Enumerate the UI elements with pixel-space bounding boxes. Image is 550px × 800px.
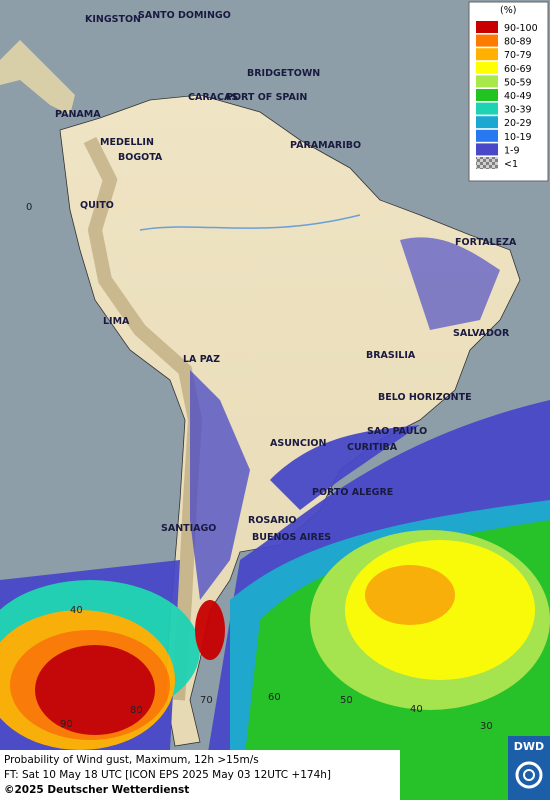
city-label: PORT OF SPAIN [226,92,307,103]
legend: (%) 90-100 80-89 70-79 60-69 50-59 40-49 30-39… [468,1,549,182]
legend-label: <1 [504,159,518,170]
probability-field [0,237,550,800]
city-label: SANTO DOMINGO [138,10,231,21]
legend-label: 60-69 [504,64,532,75]
city-label: SAO PAULO [367,426,427,437]
legend-label: 90-100 [504,23,538,34]
grid-label: 80 [130,705,143,716]
city-label: BRIDGETOWN [247,68,320,79]
logo: DWD [508,736,550,800]
legend-label: 20-29 [504,118,532,129]
legend-swatch [476,48,498,61]
legend-label: 40-49 [504,91,532,102]
city-label: CARACAS [188,92,238,103]
legend-label: 10-19 [504,132,532,143]
city-label: BOGOTA [118,152,163,163]
city-label: BELO HORIZONTE [378,392,472,403]
city-label: KINGSTON [85,14,141,25]
legend-label: 80-89 [504,37,532,48]
city-label: ROSARIO [248,515,297,526]
city-label: SANTIAGO [161,523,216,534]
grid-label: 60 [268,692,281,703]
city-label: QUITO [80,200,114,211]
legend-swatch [476,116,498,129]
logo-text: DWD [514,740,544,753]
city-label: LA PAZ [183,354,220,365]
city-label: SALVADOR [453,328,510,339]
legend-swatch [476,21,498,33]
city-label: PORTO ALEGRE [312,487,393,498]
city-label: FORTALEZA [455,237,517,248]
legend-swatch [476,61,498,74]
legend-swatch [476,129,498,142]
grid-label: 40 [410,704,423,715]
grid-label: 40 [70,605,83,616]
legend-label: 70-79 [504,50,532,61]
legend-swatch [476,34,498,47]
legend-swatch [476,157,498,169]
grid-label: 90 [60,719,73,730]
grid-label: 30 [480,721,493,732]
legend-label: 50-59 [504,77,532,88]
grid-label: 50 [340,695,353,706]
legend-title: (%) [500,5,516,16]
footer-line: FT: Sat 10 May 18 UTC [ICON EPS 2025 May… [4,769,331,781]
city-label: PARAMARIBO [290,140,361,151]
city-label: LIMA [103,316,130,327]
legend-swatch [476,143,498,156]
legend-swatch [476,89,498,101]
footer-line: ©2025 Deutscher Wetterdienst [4,784,189,796]
city-label: PANAMA [55,109,101,120]
grid-label: 70 [200,695,213,706]
city-label: MEDELLIN [100,137,154,148]
legend-label: 30-39 [504,105,532,116]
legend-swatch [476,102,498,115]
footer-line: Probability of Wind gust, Maximum, 12h >… [4,754,259,766]
legend-label: 1-9 [504,145,520,156]
footer: Probability of Wind gust, Maximum, 12h >… [0,750,400,800]
city-label: BRASILIA [366,350,416,361]
grid-label: 0 [26,202,32,213]
city-label: CURITIBA [347,442,398,453]
city-label: BUENOS AIRES [252,532,331,543]
city-label: ASUNCION [270,438,326,449]
legend-swatch [476,75,498,88]
